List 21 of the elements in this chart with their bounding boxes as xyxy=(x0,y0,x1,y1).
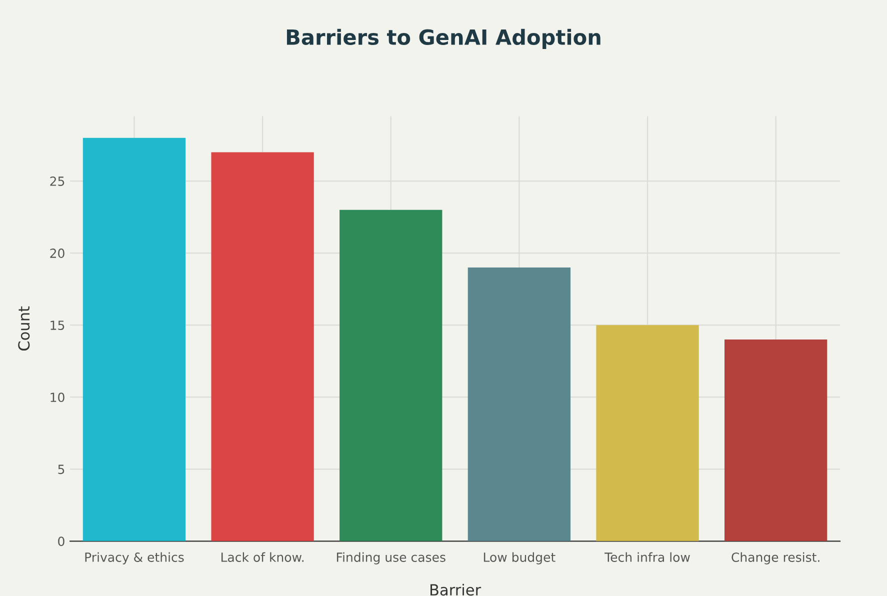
x-tick-label: Lack of know. xyxy=(221,552,304,562)
x-tick-label: Change resist. xyxy=(732,552,820,564)
bar xyxy=(468,267,571,542)
y-tick-label: 15 xyxy=(50,320,64,330)
x-tick-label: Tech infra low xyxy=(604,552,690,562)
bar xyxy=(82,138,186,542)
x-tick-label: Low budget xyxy=(484,552,556,564)
x-tick-label: Finding use cases xyxy=(336,552,446,564)
y-tick-label: 10 xyxy=(50,392,64,402)
chart-title: Barriers to GenAI Adoption xyxy=(286,28,600,50)
y-tick-label: 20 xyxy=(50,248,64,258)
x-tick-label: Privacy & ethics xyxy=(85,552,184,564)
bar xyxy=(211,152,314,542)
y-axis-title: Count xyxy=(18,306,30,351)
y-tick-label: 5 xyxy=(58,464,64,474)
x-axis-title: Barrier xyxy=(430,584,482,596)
bar xyxy=(596,325,699,542)
bar xyxy=(724,340,828,542)
y-tick-label: 25 xyxy=(50,176,64,186)
bar xyxy=(340,210,442,542)
y-tick-label: 0 xyxy=(58,536,64,546)
